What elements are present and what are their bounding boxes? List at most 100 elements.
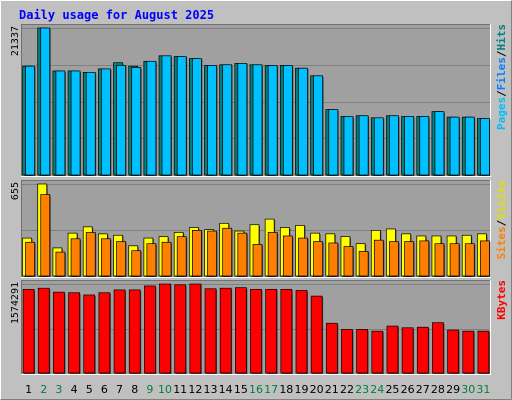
bar-visits-sites-day-13 xyxy=(207,230,217,277)
bar-kbytes-kbytes-day-21 xyxy=(325,322,338,374)
bar-kbytes-kbytes-day-1 xyxy=(22,288,35,374)
bar-visits-sites-day-17 xyxy=(267,232,278,277)
day-label-9: 9 xyxy=(146,383,153,396)
legend-hits-item: Pages xyxy=(495,97,508,130)
bar-visits-sites-day-14 xyxy=(222,227,233,277)
bar-visits-sites-day-3 xyxy=(55,251,66,277)
bar-kbytes-kbytes-day-29 xyxy=(447,329,459,374)
day-label-16: 16 xyxy=(249,383,263,396)
legend-visits-item: / xyxy=(495,219,508,226)
bar-visits-sites-day-16 xyxy=(252,244,263,277)
day-label-17: 17 xyxy=(264,383,278,396)
bar-hits-files-day-8 xyxy=(131,67,142,176)
day-label-29: 29 xyxy=(446,383,460,396)
bar-kbytes-kbytes-day-22 xyxy=(341,329,353,374)
bar-hits-files-day-18 xyxy=(282,65,293,176)
day-label-31: 31 xyxy=(476,383,490,396)
bar-hits-files-day-14 xyxy=(222,64,233,176)
day-label-24: 24 xyxy=(370,383,384,396)
day-label-30: 30 xyxy=(461,383,475,396)
day-label-18: 18 xyxy=(279,383,293,396)
day-label-21: 21 xyxy=(325,383,339,396)
legend-visits: Sites/Visits xyxy=(495,180,508,260)
bar-kbytes-kbytes-day-16 xyxy=(250,288,262,374)
bar-hits-files-day-31 xyxy=(480,118,490,176)
day-label-19: 19 xyxy=(294,383,308,396)
bar-hits-files-day-24 xyxy=(373,117,384,176)
bar-visits-sites-day-30 xyxy=(464,243,475,277)
bar-hits-files-day-10 xyxy=(161,55,172,176)
bar-kbytes-kbytes-day-30 xyxy=(462,330,475,374)
bar-hits-files-day-5 xyxy=(85,71,96,176)
bar-visits-sites-day-20 xyxy=(313,241,323,277)
bar-hits-files-day-3 xyxy=(55,70,66,176)
day-label-8: 8 xyxy=(131,383,138,396)
day-label-22: 22 xyxy=(340,383,354,396)
bar-visits-sites-day-7 xyxy=(116,241,126,277)
bar-kbytes-kbytes-day-31 xyxy=(477,330,490,374)
bar-visits-sites-day-8 xyxy=(131,250,142,277)
bar-visits-sites-day-12 xyxy=(192,230,202,277)
bar-visits-sites-day-29 xyxy=(449,243,460,277)
bar-hits-files-day-25 xyxy=(389,115,399,176)
bar-hits-files-day-27 xyxy=(419,116,430,176)
bar-hits-files-day-26 xyxy=(404,116,414,176)
legend-hits: Pages/Files/Hits xyxy=(495,24,508,130)
bar-visits-sites-day-15 xyxy=(237,232,248,277)
day-label-10: 10 xyxy=(158,383,172,396)
bar-visits-sites-day-11 xyxy=(176,236,187,277)
day-label-6: 6 xyxy=(101,383,108,396)
chart-legends: Pages/Files/Hits Sites/Visits KBytes xyxy=(495,24,508,320)
bar-kbytes-kbytes-day-18 xyxy=(280,288,293,374)
bar-visits-sites-day-24 xyxy=(373,239,384,277)
bar-kbytes-kbytes-day-9 xyxy=(144,285,156,374)
bar-hits-files-day-4 xyxy=(70,70,81,176)
bar-visits-sites-day-31 xyxy=(480,240,490,277)
bar-hits-files-day-2 xyxy=(40,27,51,176)
chart-title: Daily usage for August 2025 xyxy=(19,8,214,22)
bar-kbytes-kbytes-day-20 xyxy=(310,295,323,374)
bar-hits-files-day-16 xyxy=(252,64,263,176)
bar-visits-sites-day-23 xyxy=(358,251,369,277)
bar-kbytes-kbytes-day-19 xyxy=(295,290,308,374)
bar-hits-files-day-15 xyxy=(237,63,248,176)
panel-kbytes-max-label: 1574291 xyxy=(10,282,21,324)
bar-visits-sites-day-25 xyxy=(389,241,399,277)
legend-kbytes: KBytes xyxy=(495,280,508,320)
bar-visits-sites-day-9 xyxy=(146,243,157,277)
bar-hits-files-day-30 xyxy=(464,116,475,176)
bar-kbytes-kbytes-day-26 xyxy=(401,327,414,374)
bar-kbytes-kbytes-day-3 xyxy=(53,291,65,374)
bar-kbytes-kbytes-day-4 xyxy=(68,292,80,374)
bar-kbytes-kbytes-day-7 xyxy=(113,289,126,374)
bar-visits-sites-day-18 xyxy=(282,235,293,277)
bar-visits-sites-day-22 xyxy=(343,246,354,277)
day-label-2: 2 xyxy=(40,383,47,396)
bar-visits-sites-day-6 xyxy=(101,238,111,277)
day-label-11: 11 xyxy=(173,383,187,396)
bar-kbytes-kbytes-day-5 xyxy=(83,294,96,374)
bar-kbytes-kbytes-day-23 xyxy=(356,329,368,374)
day-label-12: 12 xyxy=(188,383,202,396)
bar-kbytes-kbytes-day-28 xyxy=(432,322,444,374)
bar-visits-sites-day-10 xyxy=(161,241,172,277)
bar-visits-sites-day-4 xyxy=(70,238,81,277)
panel-hits-bars xyxy=(22,27,491,177)
day-label-7: 7 xyxy=(116,383,123,396)
chart-panels: 21337 655 1574291 xyxy=(10,24,491,375)
panel-hits-max-label: 21337 xyxy=(10,26,21,56)
bar-visits-sites-day-27 xyxy=(419,240,430,277)
day-axis-labels: 1 2 3 4 5 6 7 8 9 10 11 12 13 14 15 16 17 18 19 20 21 22 23 24 2… xyxy=(25,383,490,396)
bar-kbytes-kbytes-day-10 xyxy=(159,283,171,374)
bar-visits-sites-day-26 xyxy=(404,241,414,277)
day-label-27: 27 xyxy=(416,383,430,396)
legend-visits-item: Visits xyxy=(495,180,508,220)
bar-visits-sites-day-28 xyxy=(434,243,445,277)
bar-kbytes-kbytes-day-25 xyxy=(386,325,399,374)
legend-hits-item: Hits xyxy=(495,24,508,51)
legend-kbytes-item: KBytes xyxy=(495,280,508,320)
bar-hits-files-day-29 xyxy=(449,116,460,176)
legend-hits-item: Files xyxy=(495,57,508,90)
bar-kbytes-kbytes-day-24 xyxy=(371,330,384,374)
